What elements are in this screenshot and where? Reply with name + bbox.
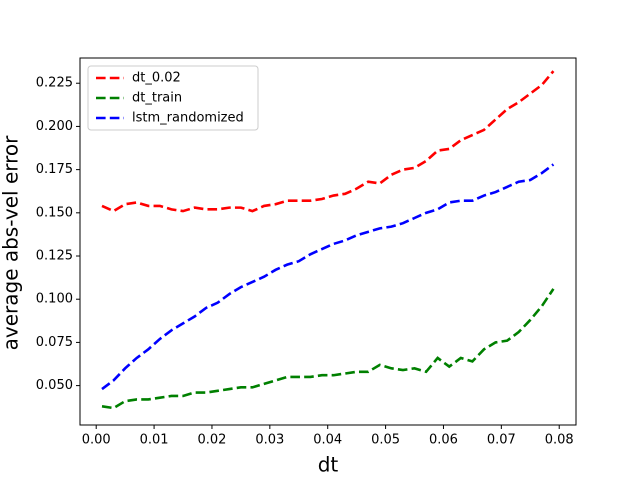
x-tick-label: 0.02 (197, 433, 226, 448)
y-tick-label: 0.225 (36, 76, 73, 91)
x-tick-label: 0.00 (82, 433, 111, 448)
plot-frame (79, 57, 577, 426)
y-tick-label: 0.050 (36, 378, 73, 393)
x-tick-label: 0.01 (140, 433, 169, 448)
x-tick-label: 0.07 (487, 433, 516, 448)
legend-label: dt_0.02 (132, 71, 181, 86)
data-line (101, 288, 555, 410)
x-axis-label: dt (318, 453, 339, 477)
y-tick-label: 0.075 (36, 335, 73, 350)
y-tick-label: 0.175 (36, 162, 73, 177)
y-tick-label: 0.100 (36, 292, 73, 307)
legend-box (87, 65, 259, 131)
x-tick-label: 0.04 (313, 433, 342, 448)
x-tick-label: 0.06 (429, 433, 458, 448)
legend-label: lstm_randomized (132, 111, 244, 126)
x-tick-label: 0.03 (255, 433, 284, 448)
y-tick-label: 0.200 (36, 119, 73, 134)
x-tick-label: 0.08 (545, 433, 574, 448)
legend-label: dt_train (132, 91, 182, 106)
x-tick-label: 0.05 (371, 433, 400, 448)
y-tick-label: 0.125 (36, 249, 73, 264)
data-line (101, 70, 555, 213)
data-line (101, 163, 555, 391)
y-tick-label: 0.150 (36, 205, 73, 220)
y-axis-label: average abs-vel error (0, 135, 23, 351)
